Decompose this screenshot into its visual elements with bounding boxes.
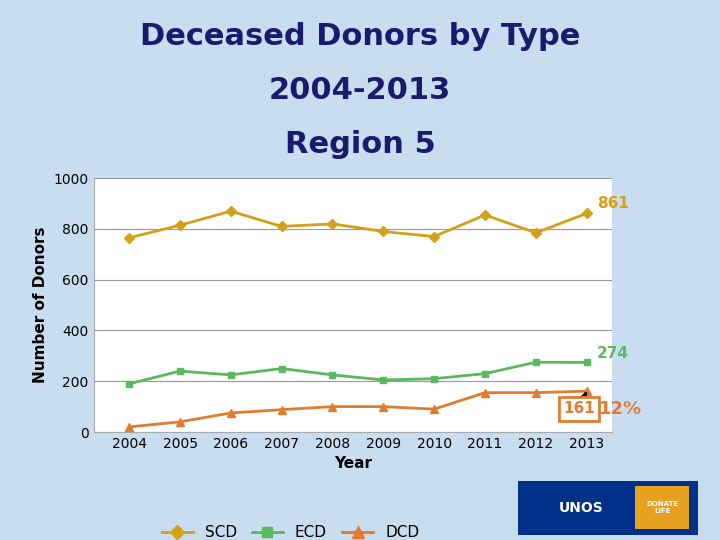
Text: 861: 861 [597,196,629,211]
Y-axis label: Number of Donors: Number of Donors [33,227,48,383]
Text: Region 5: Region 5 [284,130,436,159]
Text: DONATE
LIFE: DONATE LIFE [647,501,678,514]
Text: 2004-2013: 2004-2013 [269,76,451,105]
X-axis label: Year: Year [334,456,372,471]
Legend: SCD, ECD, DCD: SCD, ECD, DCD [156,519,426,540]
Text: Deceased Donors by Type: Deceased Donors by Type [140,22,580,51]
Text: 161: 161 [563,393,595,416]
Text: 12%: 12% [599,400,642,418]
Text: UNOS: UNOS [559,501,604,515]
Text: 274: 274 [597,346,629,361]
Bar [635,486,690,529]
